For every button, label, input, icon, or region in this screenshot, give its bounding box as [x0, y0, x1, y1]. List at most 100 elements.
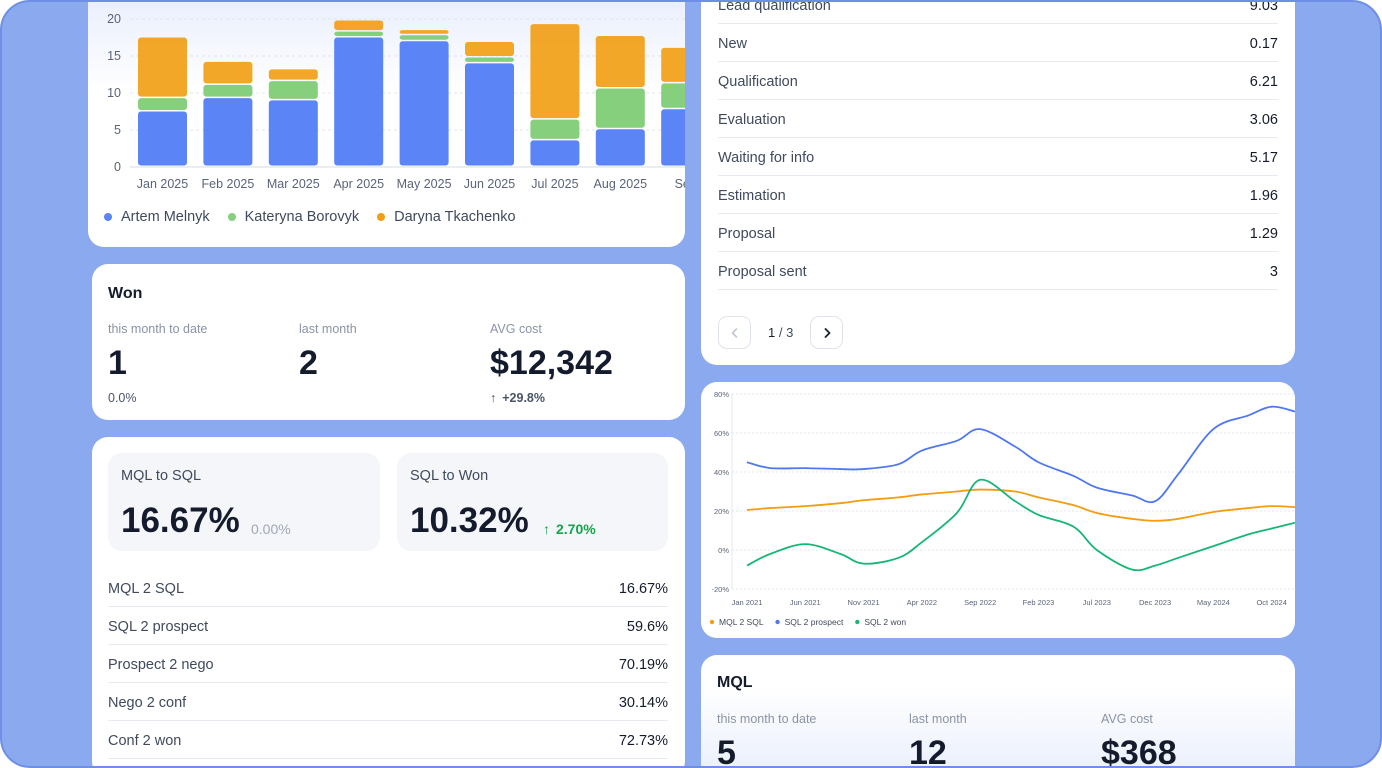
x-tick-label: Dec 2023 [1139, 598, 1171, 607]
tile-label: MQL to SQL [121, 468, 202, 484]
row-label: Proposal sent [718, 264, 807, 280]
stat-change: ↑ +29.8% [490, 391, 613, 405]
stat-label: AVG cost [1101, 712, 1153, 726]
stat-value: $12,342 [490, 344, 613, 382]
legend-item-kateryna[interactable]: Kateryna Borovyk [227, 209, 359, 225]
bar-segment [465, 57, 514, 62]
won-card: Won this month to date 1 0.0% last month… [92, 264, 685, 420]
list-item: Qualification 6.21 [718, 62, 1278, 100]
legend-item-artem[interactable]: Artem Melnyk [104, 209, 210, 225]
y-tick-label: 10 [107, 86, 121, 100]
bar-segment [595, 36, 645, 88]
row-value: 30.14% [618, 695, 668, 711]
bar-segment [334, 31, 384, 36]
conversion-trend-chart: 80% 60% 40% 20% 0% -20%Jan 2021 Jun 2021 Nov 20… [709, 390, 1295, 627]
list-item: Proposal sent 3 [718, 252, 1278, 290]
prev-page-button[interactable] [718, 316, 751, 349]
bar-segment [203, 84, 253, 97]
bar-segment [138, 111, 187, 166]
row-label: MQL 2 SQL [108, 581, 185, 597]
list-item: Nego 2 conf 30.14% [108, 683, 668, 721]
legend-dot-icon [227, 213, 236, 221]
x-tick-label: Jan 2025 [137, 177, 188, 191]
bar-segment [465, 41, 514, 56]
stat-avg-cost: AVG cost $368 [1101, 712, 1177, 768]
x-tick-label: Sep 2022 [964, 598, 996, 607]
list-item: Prospect 2 nego 70.19% [108, 645, 668, 683]
legend-label: SQL 2 prospect [785, 617, 844, 627]
bar-segment [530, 140, 580, 166]
tile-value: 10.32% [410, 501, 529, 540]
x-tick-label: Jun 2025 [464, 177, 515, 191]
list-item: Waiting for info 5.17 [718, 138, 1278, 176]
series-line [746, 405, 1295, 504]
legend-item-daryna[interactable]: Daryna Tkachenko [377, 209, 516, 225]
bar-chart-legend: Artem Melnyk Kateryna Borovyk Daryna Tka… [104, 209, 534, 225]
bar-segment [399, 41, 449, 166]
tile-change: 0.00% [251, 521, 291, 537]
stat-label: this month to date [108, 322, 208, 336]
deals-by-owner-chart: 20 15 10 5 0 Jan 2025 Feb 2025 Mar 2025 Apr 2025… [107, 12, 685, 191]
bar-segment [268, 69, 318, 80]
y-tick-label: 80% [714, 390, 729, 399]
bar-segment [595, 88, 645, 128]
row-value: 1.96 [1249, 188, 1278, 204]
current-page: 1 [768, 325, 776, 340]
bar-segment [399, 35, 449, 40]
bar-segment [268, 81, 318, 99]
bar-segment [465, 63, 514, 166]
stat-label: last month [909, 712, 967, 726]
tile-mql-to-sql: MQL to SQL 16.67% 0.00% [108, 453, 380, 551]
mql-card: MQL this month to date 5 last month 12 A… [701, 655, 1295, 768]
bar-segment [334, 37, 384, 166]
stat-value: 1 [108, 344, 127, 382]
chevron-left-icon [731, 327, 737, 338]
chevron-right-icon [824, 327, 831, 338]
x-tick-label: Feb 2023 [1023, 598, 1055, 607]
bar-segment [138, 98, 187, 110]
bar-segment [203, 98, 253, 166]
stat-avg-cost: AVG cost $12,342 ↑ +29.8% [490, 322, 613, 405]
list-item: Estimation 1.96 [718, 176, 1278, 214]
list-item: New 0.17 [718, 24, 1278, 62]
series-line [746, 478, 1295, 572]
bar-segment [661, 109, 685, 166]
y-tick-label: 20 [107, 12, 121, 26]
x-tick-label: Oct 2024 [1256, 598, 1286, 607]
pagination: 1 / 3 [718, 316, 844, 349]
list-item: Proposal 1.29 [718, 214, 1278, 252]
bar-segment [268, 100, 318, 166]
row-value: 9.03 [1249, 0, 1278, 14]
stage-list: Lead qualification 9.03 New 0.17 Qualifica… [718, 0, 1278, 290]
legend-dot-icon [709, 619, 715, 625]
row-value: 5.17 [1249, 150, 1278, 166]
row-value: 59.6% [626, 619, 668, 635]
y-tick-label: -20% [711, 585, 729, 594]
tile-sql-to-won: SQL to Won 10.32% ↑ 2.70% [397, 453, 668, 551]
y-tick-label: 40% [714, 468, 729, 477]
x-tick-label: Feb 2025 [201, 177, 254, 191]
stat-this-month: this month to date 1 0.0% [108, 322, 207, 405]
y-tick-label: 5 [114, 123, 121, 137]
row-value: 0.17 [1249, 36, 1278, 52]
bar-segment [661, 83, 685, 108]
x-tick-label: Nov 2021 [848, 598, 880, 607]
legend-dot-icon [104, 213, 112, 221]
deals-by-owner-chart-card: 20 15 10 5 0 Jan 2025 Feb 2025 Mar 2025 Apr 2025… [88, 2, 685, 247]
row-label: Proposal [718, 226, 776, 242]
conversion-card: MQL to SQL 16.67% 0.00% SQL to Won 10.32… [92, 437, 685, 766]
arrow-up-icon: ↑ [543, 521, 550, 537]
legend-label: Artem Melnyk [121, 209, 210, 225]
list-item: MQL 2 SQL 16.67% [108, 569, 668, 607]
total-pages: / 3 [778, 325, 794, 340]
bar-segment [399, 30, 449, 34]
stat-label: AVG cost [490, 322, 542, 336]
legend-dot-icon [377, 213, 386, 221]
list-item: Conf 2 won 72.73% [108, 721, 668, 759]
row-value: 3.06 [1249, 112, 1278, 128]
x-tick-label: Mar 2025 [267, 177, 320, 191]
next-page-button[interactable] [810, 316, 844, 349]
stat-value: $368 [1101, 734, 1177, 768]
bar-segment [203, 61, 253, 84]
list-item: Evaluation 3.06 [718, 100, 1278, 138]
